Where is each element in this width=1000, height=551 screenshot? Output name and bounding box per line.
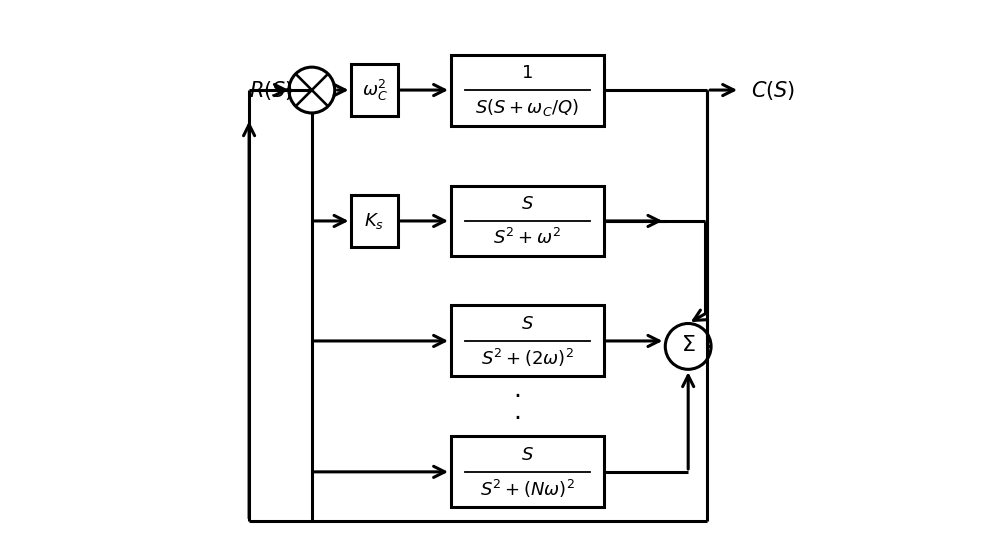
Bar [451, 305, 604, 376]
Text: $S$: $S$ [521, 446, 534, 464]
Text: $\omega_C^2$: $\omega_C^2$ [362, 78, 387, 102]
Text: $S^2+(N\omega)^2$: $S^2+(N\omega)^2$ [480, 478, 575, 500]
Text: $C(S)$: $C(S)$ [751, 79, 795, 101]
Text: $S^2+(2\omega)^2$: $S^2+(2\omega)^2$ [481, 347, 574, 369]
Text: $\cdot$: $\cdot$ [513, 406, 520, 429]
Bar [351, 64, 398, 116]
Bar [451, 436, 604, 507]
Text: $1$: $1$ [521, 64, 533, 82]
Bar [451, 55, 604, 126]
Text: $S$: $S$ [521, 315, 534, 333]
Text: $R(S)$: $R(S)$ [249, 79, 293, 101]
Text: $S^2+\omega^2$: $S^2+\omega^2$ [493, 228, 561, 248]
Text: $\Sigma$: $\Sigma$ [681, 334, 695, 356]
Text: $\cdot$: $\cdot$ [513, 384, 520, 407]
Bar [451, 186, 604, 256]
Text: $S$: $S$ [521, 195, 534, 213]
Bar [351, 195, 398, 247]
Text: $S(S+\omega_C/Q)$: $S(S+\omega_C/Q)$ [475, 96, 579, 117]
Text: $K_s$: $K_s$ [364, 211, 385, 231]
